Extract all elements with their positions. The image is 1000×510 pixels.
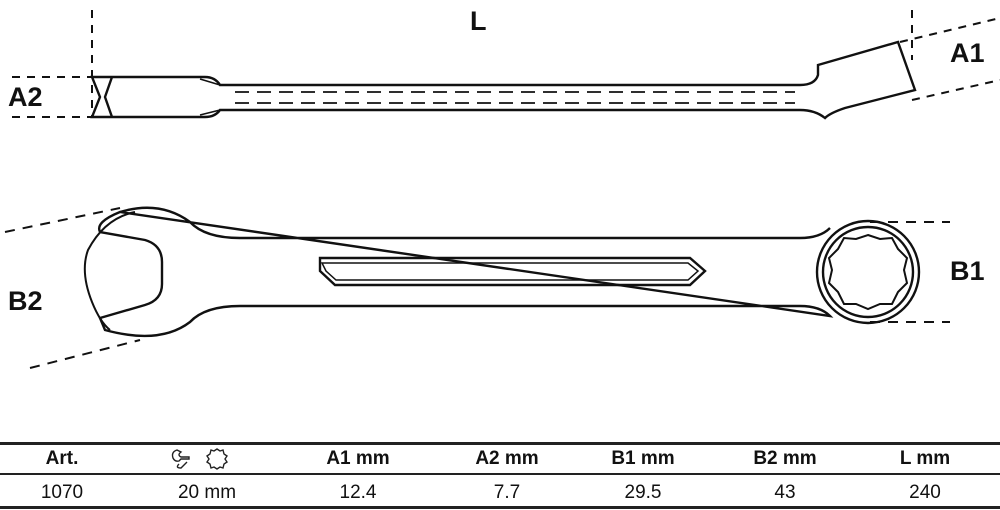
table-header-row: Art. A1 mm A2 mm B1 mm B2 mm L mm [0, 448, 1000, 476]
table-mid-rule [0, 473, 1000, 475]
header-b2: B2 mm [753, 448, 817, 469]
wrench-drawing [4, 10, 1000, 369]
header-art: Art. [45, 448, 79, 469]
wrench-top-view [4, 206, 950, 369]
table-row: 1070 20 mm 12.4 7.7 29.5 43 240 [0, 482, 1000, 510]
header-l: L mm [899, 448, 951, 469]
label-A2: A2 [8, 82, 43, 112]
wrench-side-view [12, 10, 1000, 120]
open-end-wrench-icon [171, 449, 190, 469]
cell-size: 20 mm [177, 482, 237, 503]
ring-12-point-icon [206, 448, 228, 470]
cell-l: 240 [909, 482, 941, 503]
header-size-icons [167, 446, 247, 478]
cell-a2: 7.7 [493, 482, 521, 503]
table-top-rule [0, 442, 1000, 445]
label-B2: B2 [8, 286, 43, 316]
cell-a1: 12.4 [339, 482, 377, 503]
header-b1: B1 mm [611, 448, 675, 469]
table-bottom-rule [0, 506, 1000, 509]
label-A1: A1 [950, 38, 985, 68]
cell-b1: 29.5 [624, 482, 662, 503]
cell-b2: 43 [774, 482, 796, 503]
header-a1: A1 mm [326, 448, 390, 469]
label-L: L [470, 6, 487, 36]
header-a2: A2 mm [475, 448, 539, 469]
label-B1: B1 [950, 256, 985, 286]
cell-art: 1070 [40, 482, 84, 503]
